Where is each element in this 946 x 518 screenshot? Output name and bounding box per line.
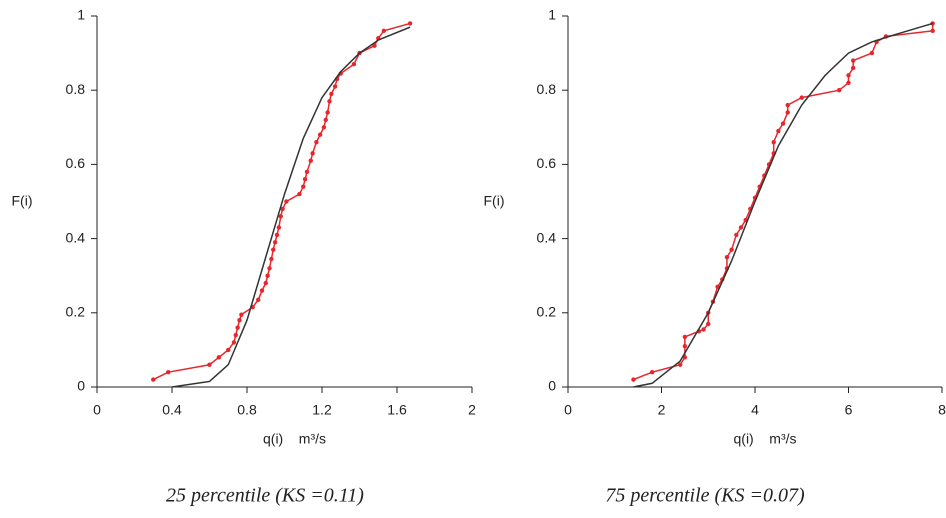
x-axis-label: q(i) m³/s xyxy=(263,431,326,447)
x-tick-label: 2 xyxy=(468,402,476,418)
data-point xyxy=(706,321,711,327)
data-point xyxy=(317,132,323,137)
x-tick-label: 1.6 xyxy=(387,402,407,418)
y-tick-label: 0.4 xyxy=(66,229,86,245)
data-point xyxy=(701,327,706,332)
data-point xyxy=(308,158,313,163)
data-point xyxy=(235,325,240,330)
data-point xyxy=(724,254,730,260)
data-point xyxy=(785,110,790,115)
data-point xyxy=(729,247,734,252)
data-point xyxy=(799,95,804,100)
series-line xyxy=(171,26,411,388)
x-tick-label: 0 xyxy=(93,402,101,418)
data-point xyxy=(850,58,856,63)
data-point xyxy=(351,62,357,67)
data-point xyxy=(407,21,413,26)
data-point xyxy=(329,91,334,97)
data-point xyxy=(216,355,222,360)
data-point xyxy=(771,139,776,145)
y-tick-label: 0 xyxy=(548,378,556,394)
data-point xyxy=(278,214,283,219)
y-tick-label: 1 xyxy=(77,7,85,23)
data-point xyxy=(166,369,171,375)
data-point xyxy=(682,343,688,349)
x-axis-label: q(i) m³/s xyxy=(734,431,797,447)
data-point xyxy=(302,177,308,182)
y-tick-label: 0.8 xyxy=(537,81,557,97)
data-point xyxy=(682,334,688,340)
y-tick-label: 0.6 xyxy=(66,155,86,171)
data-point xyxy=(256,297,261,303)
data-point xyxy=(237,318,242,323)
data-point xyxy=(846,73,851,78)
data-point xyxy=(297,191,302,197)
data-point xyxy=(272,240,278,245)
data-point xyxy=(327,99,332,104)
series-line xyxy=(633,23,934,381)
data-point xyxy=(271,247,276,252)
data-point xyxy=(259,288,265,293)
data-point xyxy=(869,50,875,56)
data-point xyxy=(734,232,739,238)
data-point xyxy=(263,280,268,286)
data-point xyxy=(276,225,282,230)
data-point xyxy=(323,117,328,123)
data-point xyxy=(265,273,270,278)
data-point xyxy=(332,84,338,89)
data-point xyxy=(846,80,851,85)
x-tick-label: 8 xyxy=(938,402,946,418)
data-point xyxy=(314,139,319,145)
data-point xyxy=(304,169,310,175)
x-tick-label: 0.4 xyxy=(162,402,182,418)
data-point xyxy=(321,125,327,130)
y-tick-label: 0.4 xyxy=(537,229,557,245)
data-point xyxy=(207,362,212,367)
y-tick-label: 0.2 xyxy=(537,304,557,320)
data-point xyxy=(776,128,781,134)
data-point xyxy=(151,377,156,382)
data-point xyxy=(239,312,244,317)
data-point xyxy=(930,28,935,34)
y-axis-label: F(i) xyxy=(484,193,505,209)
data-point xyxy=(269,256,274,262)
data-point xyxy=(325,110,330,115)
data-point xyxy=(649,369,655,375)
data-point xyxy=(226,347,231,353)
caption: 25 percentile (KS =0.11) xyxy=(166,485,364,507)
x-tick-label: 0 xyxy=(564,402,572,418)
y-tick-label: 0 xyxy=(77,378,85,394)
data-point xyxy=(836,88,842,93)
y-tick-label: 1 xyxy=(548,7,556,23)
x-tick-label: 0.8 xyxy=(237,402,257,418)
x-tick-label: 1.2 xyxy=(312,402,332,418)
data-point xyxy=(280,206,285,212)
data-point xyxy=(850,65,856,71)
data-point xyxy=(631,377,636,382)
data-point xyxy=(301,184,306,189)
data-point xyxy=(785,102,790,108)
y-tick-label: 0.2 xyxy=(66,304,86,320)
x-tick-label: 6 xyxy=(845,402,853,418)
data-point xyxy=(372,43,377,48)
data-point xyxy=(310,151,315,156)
data-point xyxy=(233,332,238,338)
data-point xyxy=(284,199,289,204)
data-point xyxy=(274,232,280,238)
y-tick-label: 0.8 xyxy=(66,81,86,97)
x-tick-label: 2 xyxy=(658,402,666,418)
data-point xyxy=(267,266,272,271)
data-point xyxy=(678,362,683,367)
y-axis-label: F(i) xyxy=(12,193,33,209)
data-point xyxy=(738,225,744,230)
caption: 75 percentile (KS =0.07) xyxy=(605,485,805,507)
data-point xyxy=(231,340,237,345)
series-line xyxy=(633,22,933,388)
series-line xyxy=(152,22,411,381)
y-tick-label: 0.6 xyxy=(537,155,557,171)
data-point xyxy=(381,28,387,34)
x-tick-label: 4 xyxy=(751,402,759,418)
data-point xyxy=(780,121,786,126)
